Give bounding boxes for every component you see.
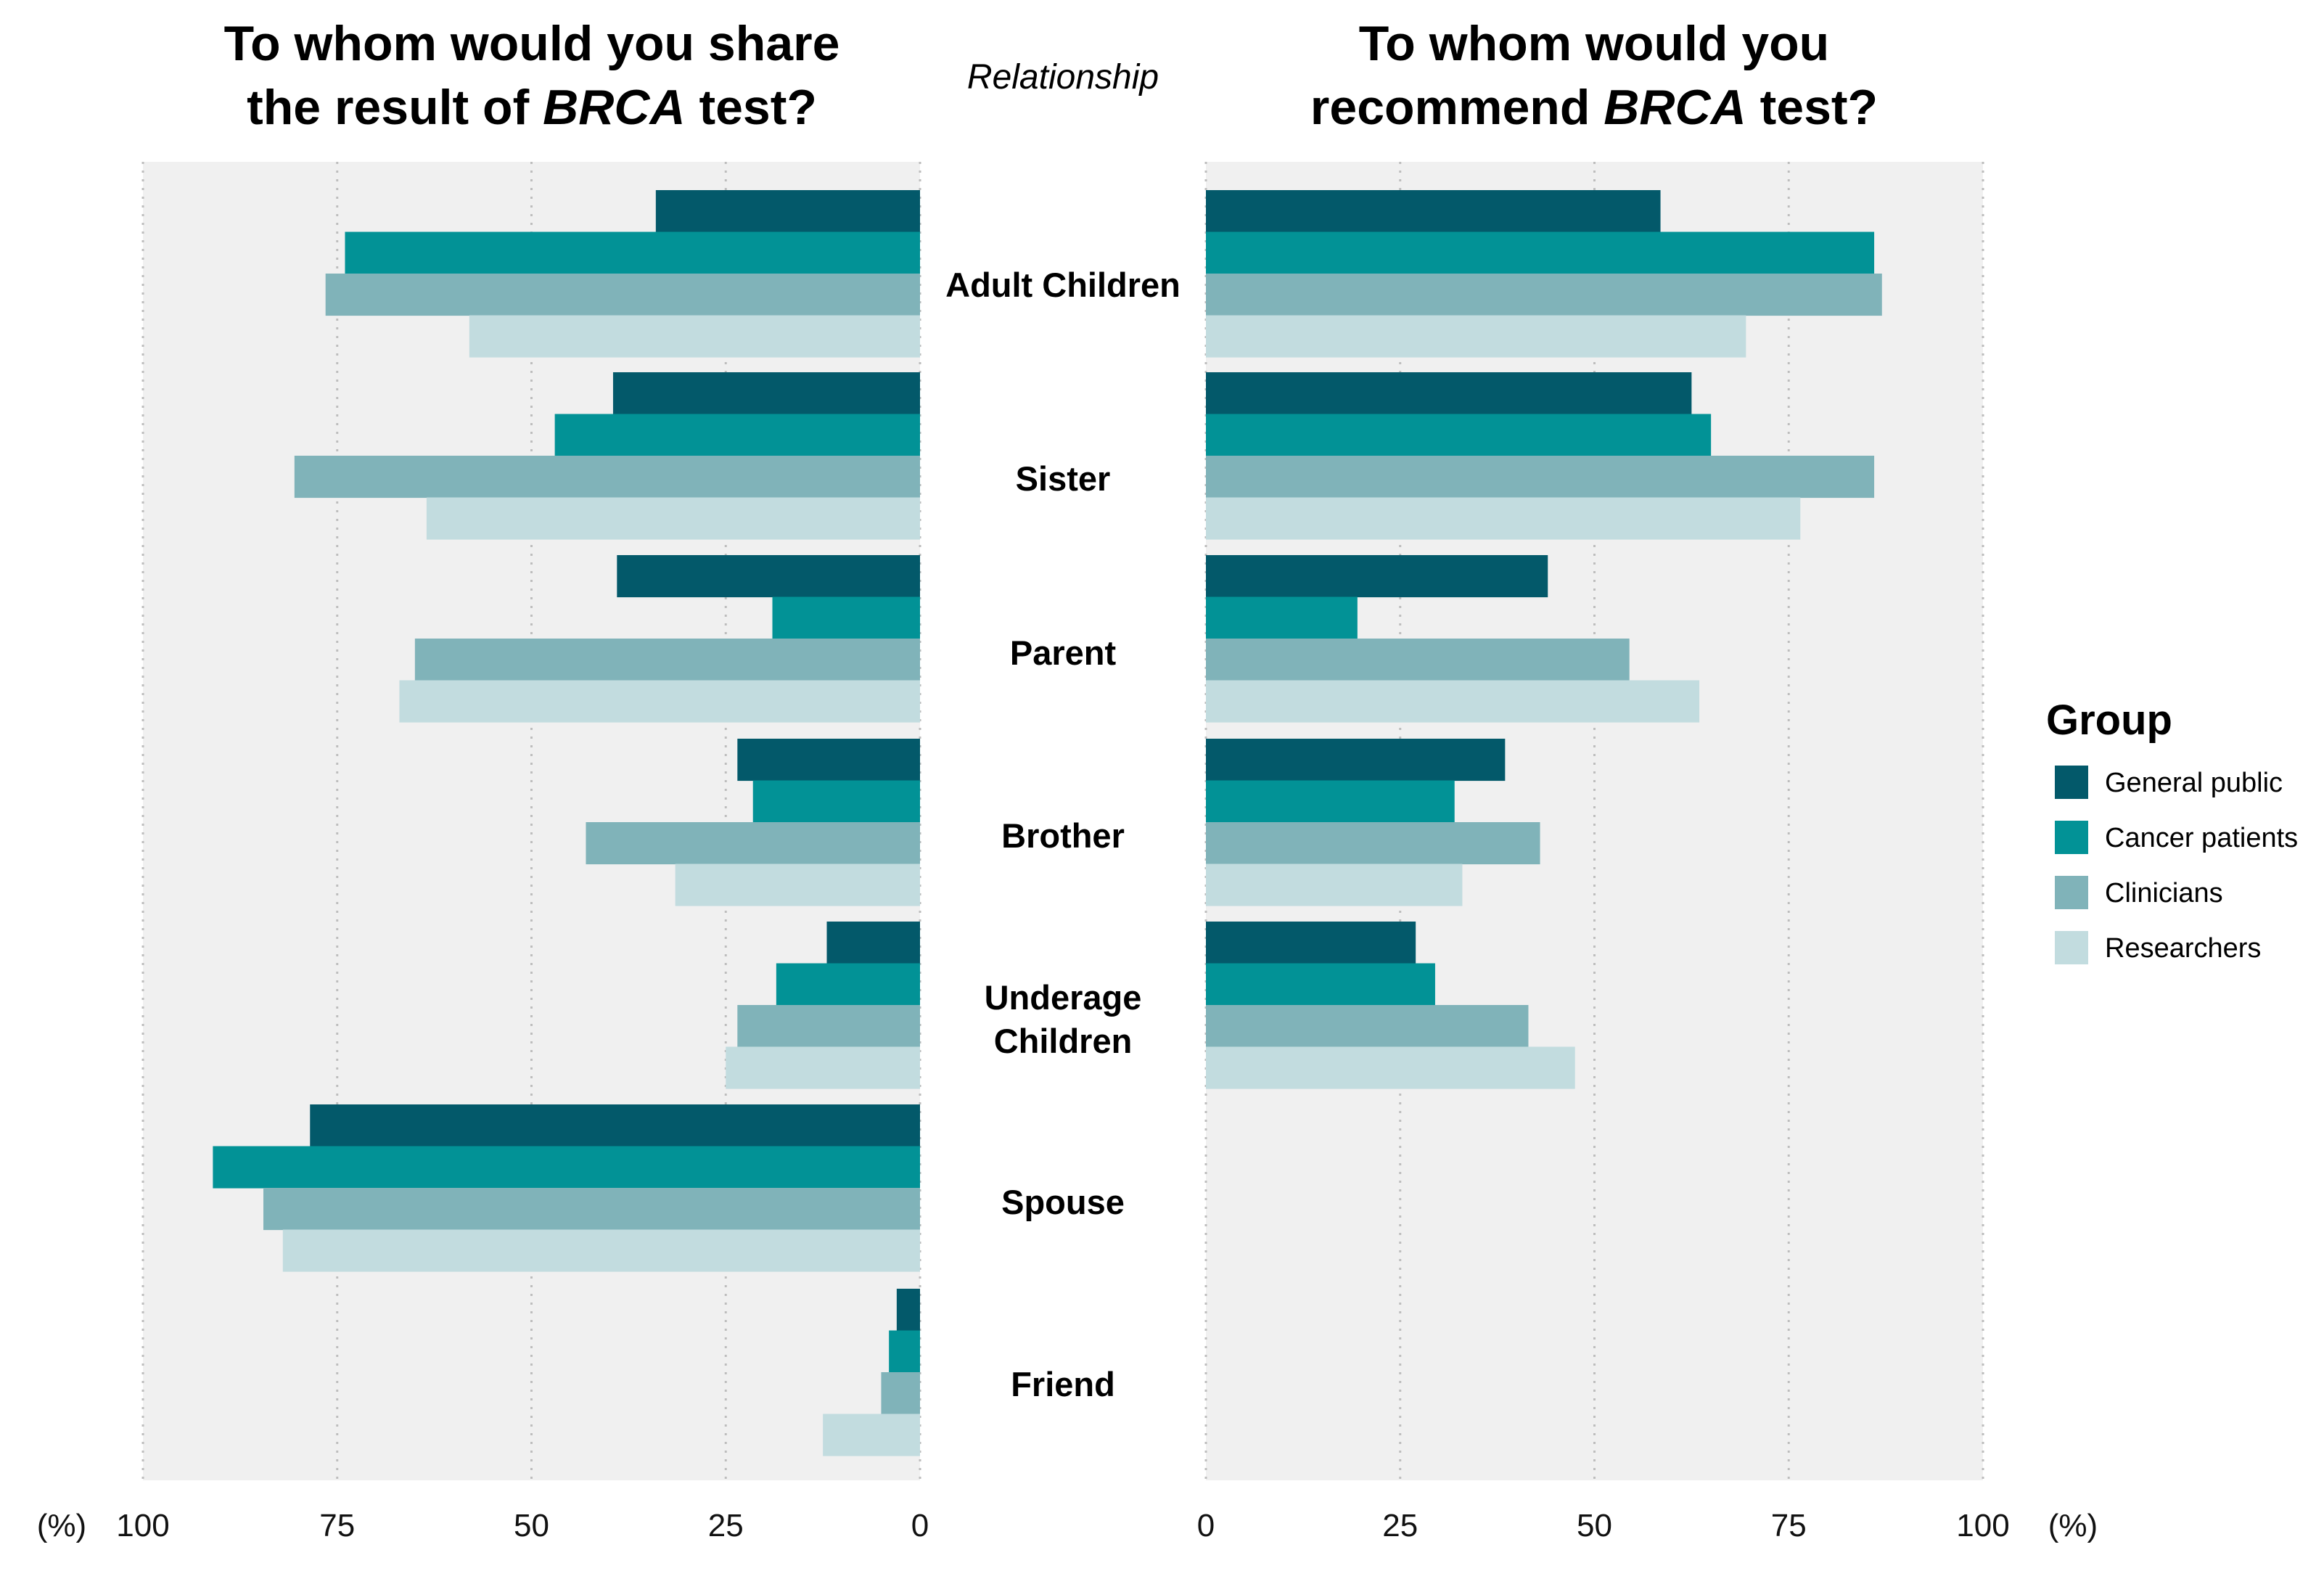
left-axis-label: (%) [37,1508,86,1543]
recommend-bar-brother-clinicians [1206,822,1540,865]
recommend-bar-underage-children-researchers [1206,1046,1575,1089]
share-bar-underage-children-researchers [726,1046,920,1089]
legend-label: Clinicians [2105,878,2223,908]
recommend-bar-sister-general-public [1206,372,1692,415]
recommend-bar-parent-researchers [1206,680,1700,723]
recommend-bar-parent-clinicians [1206,639,1630,681]
share-bar-sister-clinicians [294,456,921,499]
category-label: Sister [1016,459,1111,498]
share-bar-underage-children-cancer-patients [776,963,920,1006]
right-tick-label: 50 [1577,1508,1612,1543]
recommend-bar-brother-general-public [1206,739,1506,782]
share-bar-adult-children-researchers [469,315,920,358]
recommend-bar-brother-researchers [1206,864,1463,906]
share-bar-brother-clinicians [586,822,920,865]
share-bar-sister-general-public [612,372,920,415]
legend-swatch-clinicians [2055,876,2088,909]
recommend-bar-sister-cancer-patients [1206,414,1712,456]
legend-swatch-cancer-patients [2055,821,2088,854]
share-bar-spouse-cancer-patients [213,1146,920,1189]
share-bar-parent-general-public [617,555,920,598]
share-bar-sister-researchers [426,497,920,540]
right-tick-label: 75 [1771,1508,1807,1543]
title-segment: To whom would you [1359,16,1829,71]
legend-label: Researchers [2105,933,2261,964]
share-bar-adult-children-cancer-patients [345,231,921,274]
recommend-bar-adult-children-general-public [1206,190,1661,233]
right-tick-label: 100 [1956,1508,2009,1543]
legend-label: General public [2105,768,2283,798]
right-tick-label: 25 [1382,1508,1418,1543]
share-bar-friend-cancer-patients [889,1330,920,1373]
recommend-bar-parent-general-public [1206,555,1548,598]
recommend-bar-brother-cancer-patients [1206,780,1455,823]
share-bar-parent-clinicians [414,639,920,681]
left-tick-label: 100 [116,1508,169,1543]
share-bar-friend-researchers [823,1414,920,1456]
recommend-bar-underage-children-cancer-patients [1206,963,1435,1006]
share-bar-spouse-general-public [310,1104,920,1147]
recommend-bar-sister-researchers [1206,497,1801,540]
share-bar-parent-researchers [399,680,920,723]
title-segment: BRCA [543,80,685,135]
recommend-bar-parent-cancer-patients [1206,596,1358,639]
share-bar-brother-cancer-patients [752,780,920,823]
recommend-bar-adult-children-researchers [1206,315,1746,358]
title-segment: BRCA [1604,80,1746,135]
right-axis-label: (%) [2048,1508,2098,1543]
title-segment: recommend [1310,80,1604,135]
category-label: Brother [1001,816,1125,855]
share-bar-brother-general-public [737,739,920,782]
title-segment: test? [1746,80,1878,135]
recommend-bar-underage-children-clinicians [1206,1005,1529,1048]
left-tick-label: 25 [708,1508,744,1543]
left-tick-label: 0 [911,1508,929,1543]
share-bar-spouse-clinicians [263,1188,920,1231]
left-tick-label: 50 [514,1508,549,1543]
title-segment: To whom would you share [224,16,840,71]
share-bar-spouse-researchers [282,1229,920,1272]
category-label: Adult Children [945,266,1181,304]
recommend-bar-sister-clinicians [1206,456,1875,499]
title-segment: the result of [247,80,543,135]
share-title-line: To whom would you share [224,16,840,71]
recommend-bar-adult-children-cancer-patients [1206,231,1875,274]
recommend-title-line: To whom would you [1359,16,1829,71]
category-label: Underage [985,978,1142,1017]
legend-label: Cancer patients [2105,823,2298,853]
share-bar-friend-general-public [896,1289,920,1332]
share-bar-sister-cancer-patients [554,414,920,456]
category-label: Friend [1011,1365,1115,1403]
legend-swatch-researchers [2055,931,2088,964]
share-title-line: the result of BRCA test? [247,80,817,135]
share-bar-adult-children-clinicians [325,274,920,316]
center-label: Relationship [967,58,1159,97]
right-tick-label: 0 [1197,1508,1215,1543]
left-tick-label: 75 [319,1508,355,1543]
category-label: Parent [1010,633,1117,672]
category-label: Spouse [1001,1183,1125,1221]
share-bar-friend-clinicians [881,1372,920,1415]
legend-title: Group [2046,697,2172,744]
share-bar-underage-children-clinicians [737,1005,920,1048]
share-bar-adult-children-general-public [655,190,920,233]
share-bar-parent-cancer-patients [772,596,920,639]
share-bar-underage-children-general-public [826,922,920,964]
recommend-bar-adult-children-clinicians [1206,274,1882,316]
share-bar-brother-researchers [675,864,920,906]
title-segment: test? [686,80,817,135]
recommend-bar-underage-children-general-public [1206,922,1416,964]
legend-swatch-general-public [2055,766,2088,799]
category-label: Children [994,1022,1133,1060]
recommend-title-line: recommend BRCA test? [1310,80,1878,135]
